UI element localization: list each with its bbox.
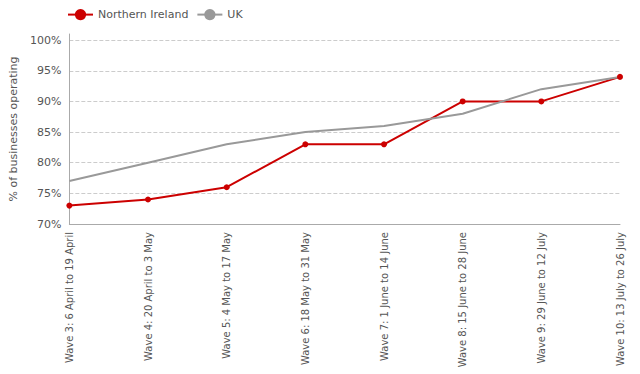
svg-text:100%: 100%	[30, 34, 61, 47]
svg-text:Wave 3: 6 April to 19 April: Wave 3: 6 April to 19 April	[64, 232, 75, 363]
svg-text:70%: 70%	[37, 218, 61, 231]
svg-text:Wave 4: 20 April to 3 May: Wave 4: 20 April to 3 May	[143, 232, 154, 361]
svg-text:% of businesses operating: % of businesses operating	[7, 56, 20, 201]
svg-text:85%: 85%	[37, 126, 61, 139]
svg-text:UK: UK	[227, 8, 243, 21]
svg-text:Wave 10: 13 July to 26 July: Wave 10: 13 July to 26 July	[615, 232, 626, 366]
svg-text:Northern Ireland: Northern Ireland	[98, 8, 188, 21]
svg-text:Wave 8: 15 June to 28 June: Wave 8: 15 June to 28 June	[457, 232, 468, 367]
svg-text:Wave 6: 18 May to 31 May: Wave 6: 18 May to 31 May	[300, 232, 311, 365]
svg-text:Wave 5: 4 May to 17 May: Wave 5: 4 May to 17 May	[221, 232, 232, 359]
svg-text:75%: 75%	[37, 187, 61, 200]
svg-text:Wave 9: 29 June to 12 July: Wave 9: 29 June to 12 July	[536, 232, 547, 364]
svg-text:90%: 90%	[37, 95, 61, 108]
svg-text:95%: 95%	[37, 64, 61, 77]
svg-text:80%: 80%	[37, 156, 61, 169]
svg-text:Wave 7: 1 June to 14 June: Wave 7: 1 June to 14 June	[379, 232, 390, 361]
